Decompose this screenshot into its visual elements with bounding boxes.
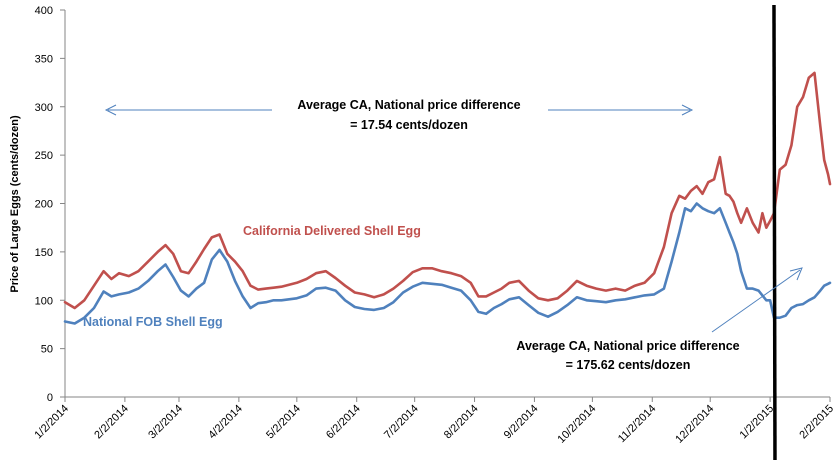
x-tick-label: 5/2/2014: [264, 403, 303, 442]
y-tick-label: 400: [35, 5, 53, 17]
x-tick-label: 6/2/2014: [324, 403, 363, 442]
bottom-arrow-shaft: [711, 269, 801, 333]
bottom-arrow: [711, 267, 803, 333]
x-tick-label: 10/2/2014: [555, 403, 598, 446]
x-tick-label: 9/2/2014: [502, 403, 541, 442]
y-axis-title: Price of Large Eggs (cents/dozen): [9, 115, 21, 293]
x-tick-label: 3/2/2014: [146, 403, 185, 442]
x-tick-label: 1/2/2015: [737, 403, 776, 442]
x-axis-ticks: 1/2/2014 2/2/2014 3/2/2014 4/2/2014 5/2/2014…: [32, 397, 836, 446]
y-axis-ticks: 0 50 100 150 200 250 300 350 400: [35, 5, 65, 404]
y-tick-label: 100: [35, 295, 53, 307]
bottom-arrow-head: [789, 267, 803, 281]
top-annotation-line1: Average CA, National price difference: [297, 98, 520, 112]
y-tick-label: 300: [35, 102, 53, 114]
x-tick-label: 7/2/2014: [382, 403, 421, 442]
top-arrow-right-head: [681, 104, 694, 116]
bottom-annotation-line1: Average CA, National price difference: [516, 339, 739, 353]
bottom-annotation-line2: = 175.62 cents/dozen: [566, 358, 691, 372]
series-label-national: National FOB Shell Egg: [83, 315, 223, 329]
x-tick-label: 12/2/2014: [673, 403, 716, 446]
x-tick-label: 2/2/2015: [797, 403, 836, 442]
series-line-california: [63, 71, 832, 310]
x-tick-label: 8/2/2014: [442, 403, 481, 442]
series-line-national: [63, 202, 832, 325]
x-tick-label: 11/2/2014: [616, 403, 659, 446]
top-annotation-line2: = 17.54 cents/dozen: [350, 118, 468, 132]
x-tick-label: 1/2/2014: [32, 403, 71, 442]
y-tick-label: 350: [35, 53, 53, 65]
series-lines: [63, 71, 832, 325]
x-tick-label: 4/2/2014: [206, 403, 245, 442]
y-tick-label: 0: [47, 392, 53, 404]
y-tick-label: 250: [35, 150, 53, 162]
top-arrow-left-head: [104, 104, 117, 116]
series-label-california: California Delivered Shell Egg: [243, 224, 421, 238]
top-arrow: [104, 104, 694, 116]
y-tick-label: 150: [35, 247, 53, 259]
x-tick-label: 2/2/2014: [92, 403, 131, 442]
y-tick-label: 50: [41, 344, 53, 356]
y-tick-label: 200: [35, 199, 53, 211]
year-divider-line: [772, 4, 777, 461]
